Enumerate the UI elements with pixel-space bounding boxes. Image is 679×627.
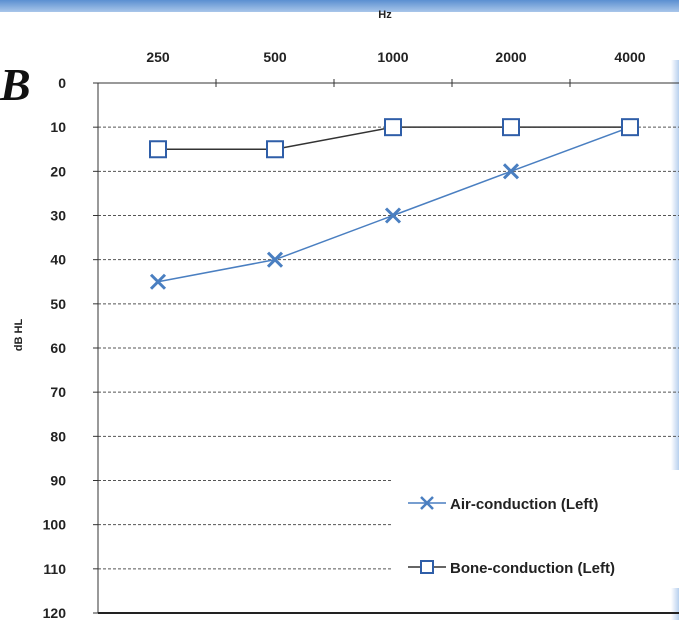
y-tick-label-90: 90 <box>50 473 66 489</box>
bone-conduction-point-4000 <box>621 118 639 137</box>
y-tick-label-30: 30 <box>50 208 66 224</box>
air-conduction-point-500 <box>266 251 284 268</box>
right-edge-shadow <box>671 60 679 620</box>
y-tick-label-10: 10 <box>50 119 66 135</box>
x-tick-label-2000: 2000 <box>495 49 526 65</box>
x-tick-label-500: 500 <box>263 49 287 65</box>
legend-air-marker-icon <box>420 496 434 510</box>
series-line-air-conduction <box>157 126 631 283</box>
legend: Air-conduction (Left) Bone-conduction (L… <box>392 470 679 588</box>
x-tick-label-250: 250 <box>146 49 170 65</box>
x-tick-labels: 250 500 1000 2000 4000 <box>146 49 645 65</box>
axes <box>93 79 679 614</box>
bone-conduction-point-500 <box>266 140 284 159</box>
series-group <box>149 118 639 290</box>
y-tick-label-40: 40 <box>50 252 66 268</box>
panel-label: B <box>0 59 31 110</box>
y-tick-label-70: 70 <box>50 384 66 400</box>
x-tick-label-1000: 1000 <box>377 49 408 65</box>
bone-conduction-point-2000 <box>502 118 520 137</box>
air-conduction-point-1000 <box>384 207 402 224</box>
y-tick-labels: 0 10 20 30 40 50 60 70 80 90 100 110 120 <box>43 75 67 621</box>
y-tick-label-120: 120 <box>43 605 67 621</box>
y-tick-label-100: 100 <box>43 517 67 533</box>
y-axis-title: dB HL <box>13 319 25 352</box>
legend-air-label: Air-conduction (Left) <box>450 496 598 513</box>
bone-conduction-point-250 <box>149 140 167 159</box>
air-conduction-point-2000 <box>502 163 520 180</box>
x-tick-label-4000: 4000 <box>614 49 645 65</box>
legend-box <box>392 470 679 588</box>
y-tick-label-20: 20 <box>50 163 66 179</box>
legend-bone-label: Bone-conduction (Left) <box>450 560 615 577</box>
y-tick-label-80: 80 <box>50 428 66 444</box>
top-banner-strip <box>0 0 679 12</box>
air-conduction-point-250 <box>149 273 167 290</box>
y-tick-label-60: 60 <box>50 340 66 356</box>
x-axis-title: Hz <box>378 9 392 21</box>
y-tick-label-0: 0 <box>58 75 66 91</box>
bone-conduction-point-1000 <box>384 118 402 137</box>
y-tick-label-110: 110 <box>43 561 66 577</box>
y-tick-label-50: 50 <box>50 296 66 312</box>
legend-bone-marker-icon <box>420 560 434 574</box>
